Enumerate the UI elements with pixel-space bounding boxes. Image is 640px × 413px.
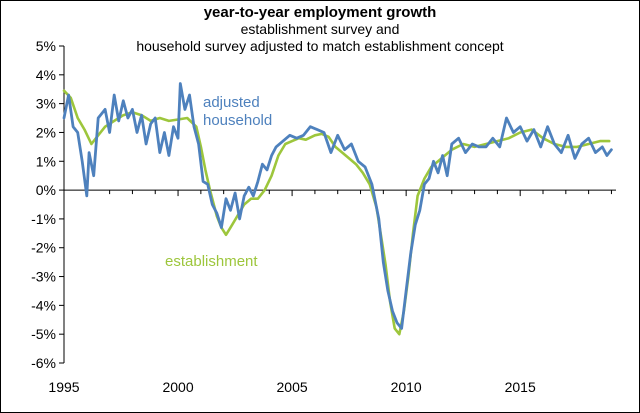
x-tick-label: 2010 — [391, 379, 422, 395]
y-tick-label: 0% — [36, 182, 56, 198]
chart-titles: year-to-year employment growth establish… — [0, 4, 640, 55]
establishment-line — [62, 89, 611, 336]
y-tick-label: -2% — [31, 240, 56, 256]
y-tick-label: 2% — [36, 124, 56, 140]
y-tick-label: -1% — [31, 211, 56, 227]
x-tick-label: 1995 — [48, 379, 79, 395]
chart-subtitle-line-2: household survey adjusted to match estab… — [136, 38, 504, 54]
y-tick-label: 5% — [36, 38, 56, 54]
x-tick-label: 2015 — [505, 379, 536, 395]
y-tick-label: 4% — [36, 67, 56, 83]
series-labels: establishment adjusted household — [165, 94, 272, 270]
y-tick-label: -6% — [31, 355, 56, 371]
series-layer — [62, 82, 613, 336]
household-label: adjusted household — [203, 94, 272, 129]
x-tick-label: 2000 — [162, 379, 193, 395]
household-label-line: household — [203, 112, 272, 129]
x-tick-label: 2005 — [277, 379, 308, 395]
chart-title: year-to-year employment growth — [203, 4, 437, 21]
y-tick-label: 1% — [36, 153, 56, 169]
y-tick-label: -3% — [31, 269, 56, 285]
household-line — [62, 82, 613, 330]
y-tick-label: -4% — [31, 297, 56, 313]
y-tick-label: 3% — [36, 96, 56, 112]
chart-subtitle-line-1: establishment survey and — [240, 21, 400, 37]
household-label-line: adjusted — [203, 94, 260, 111]
y-tick-label: -5% — [31, 326, 56, 342]
establishment-label: establishment — [165, 253, 258, 270]
axes: 5% 4% 3% 2% 1% 0% -1% -2% -3% -4% -5% -6% 1995 2000 20… — [31, 38, 616, 395]
